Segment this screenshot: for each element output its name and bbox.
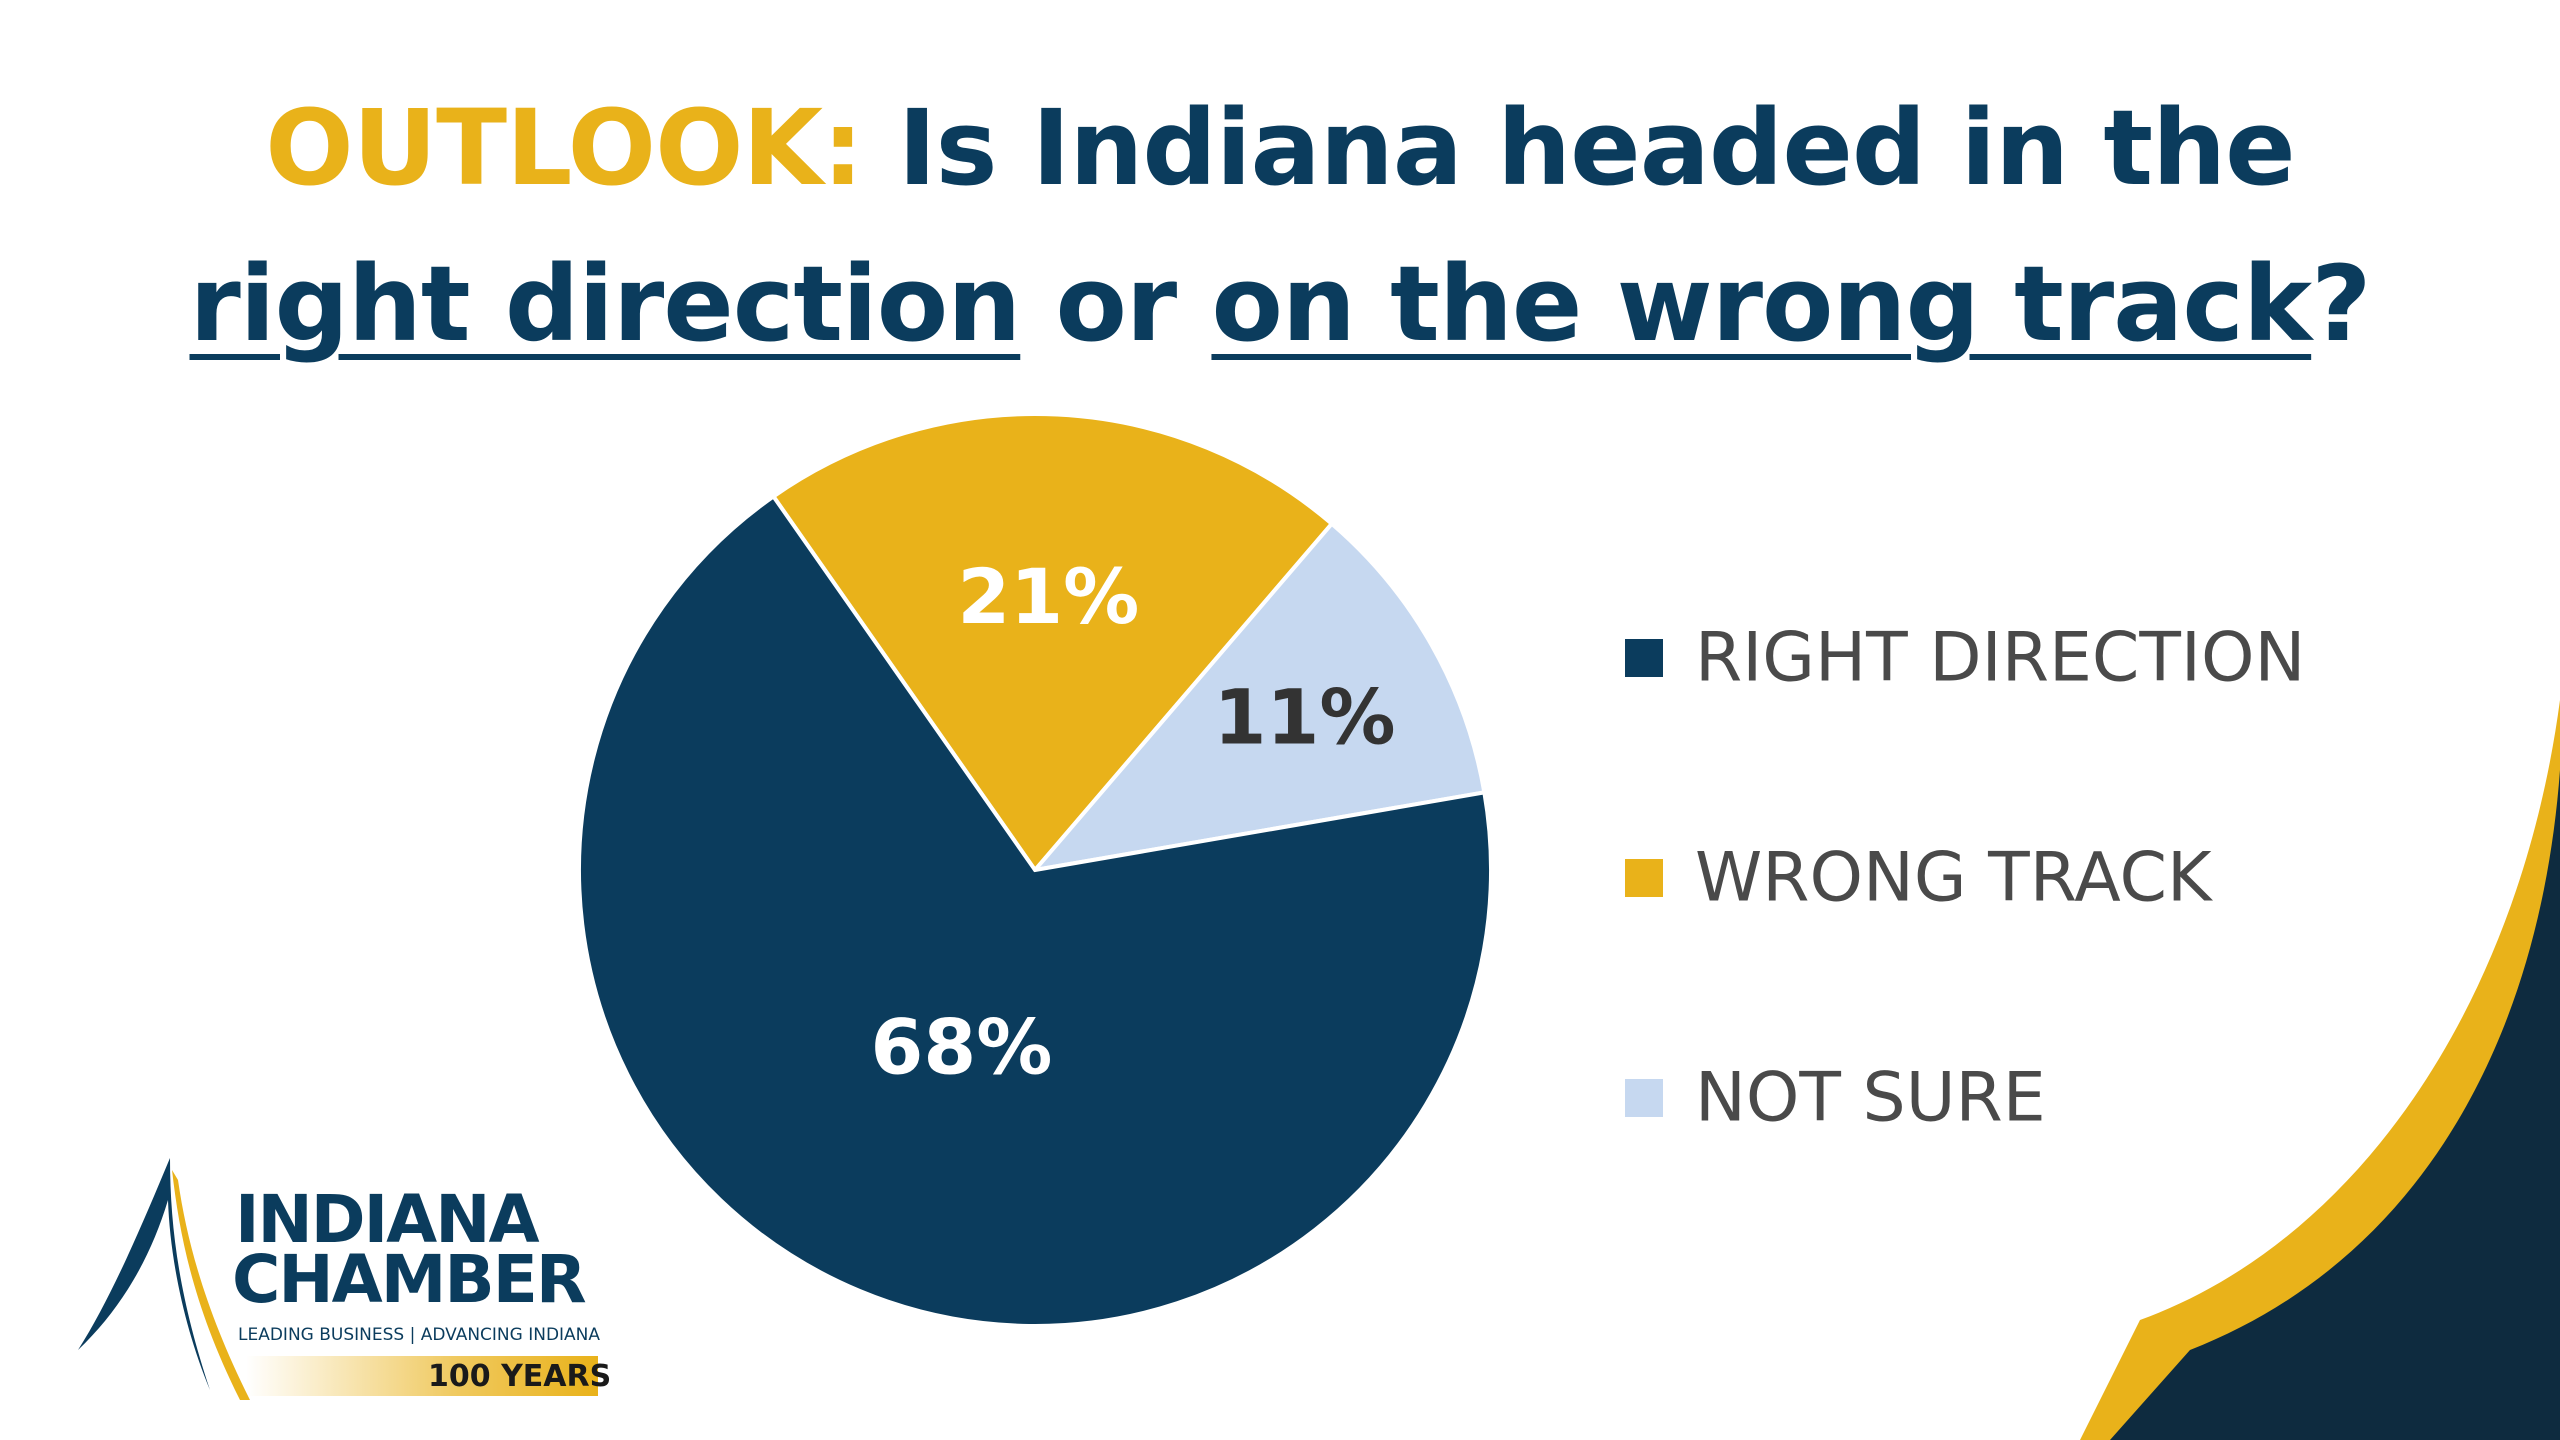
- logo-arch-gold: [172, 1170, 250, 1400]
- pie-value-label-not-sure: 11%: [1214, 672, 1396, 761]
- logo-years-band: [246, 1356, 598, 1396]
- logo-word-chamber: CHAMBER: [232, 1241, 586, 1318]
- logo-years: 100 YEARS: [428, 1359, 611, 1394]
- legend-label-wrong-track: WRONG TRACK: [1695, 839, 2214, 918]
- chart-legend: RIGHT DIRECTION WRONG TRACK NOT SURE: [1625, 619, 2305, 1138]
- legend-swatch-not-sure: [1625, 1079, 1663, 1117]
- title-or: or: [1055, 243, 1177, 365]
- pie-slice-wrong-track: [770, 412, 1335, 874]
- title-right-direction: right direction: [189, 243, 1022, 365]
- logo-tagline: LEADING BUSINESS | ADVANCING INDIANA: [238, 1325, 600, 1345]
- title-line1-text: Is Indiana headed in the: [897, 87, 2296, 209]
- pie-slice-not-sure: [1029, 520, 1487, 873]
- legend-swatch-right-direction: [1625, 639, 1663, 677]
- title-line-2: right direction or on the wrong track?: [0, 226, 2560, 382]
- pie-value-label-right-direction: 68%: [870, 1002, 1052, 1091]
- title-line-1: OUTLOOK: Is Indiana headed in the: [0, 70, 2560, 226]
- pie-slice-right-direction: [577, 493, 1493, 1328]
- title-question-mark: ?: [2311, 243, 2371, 365]
- logo-arch-navy: [78, 1158, 210, 1390]
- title-prefix: OUTLOOK:: [265, 87, 863, 209]
- slide-title: OUTLOOK: Is Indiana headed in the right …: [0, 70, 2560, 382]
- legend-swatch-wrong-track: [1625, 859, 1663, 897]
- title-wrong-track: on the wrong track: [1211, 243, 2312, 365]
- logo-word-indiana: INDIANA: [235, 1181, 539, 1258]
- legend-label-not-sure: NOT SURE: [1695, 1059, 2046, 1138]
- pie-slices: [577, 412, 1493, 1328]
- pie-value-label-wrong-track: 21%: [957, 552, 1139, 641]
- legend-label-right-direction: RIGHT DIRECTION: [1695, 619, 2305, 698]
- indiana-chamber-logo: INDIANA CHAMBER LEADING BUSINESS | ADVAN…: [78, 1158, 611, 1400]
- pie-value-labels: 21% 11% 68%: [870, 552, 1395, 1091]
